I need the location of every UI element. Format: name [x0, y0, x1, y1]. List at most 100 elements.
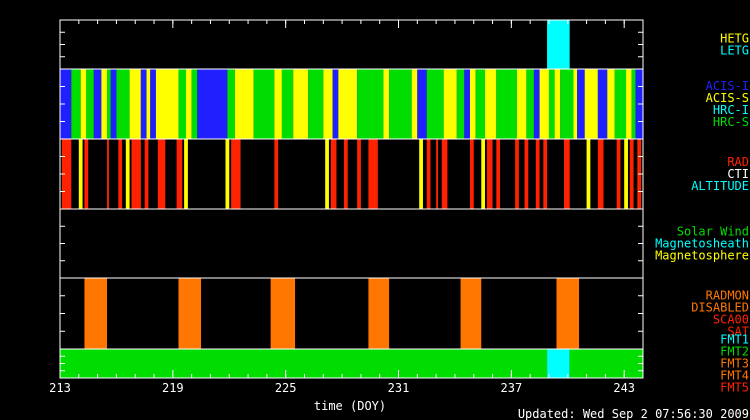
segment-radiation	[357, 139, 361, 209]
segment-instrument	[253, 69, 275, 139]
segment-instrument	[110, 69, 117, 139]
segment-radiation	[274, 139, 279, 209]
segment-instrument	[456, 69, 465, 139]
segment-instrument	[107, 69, 111, 139]
segment-radiation	[543, 139, 548, 209]
legend-entry: CTI	[727, 167, 749, 181]
segment-instrument	[150, 69, 156, 139]
legend-entry: FMT2	[720, 345, 749, 359]
segment-radiation	[176, 139, 183, 209]
segment-instrument	[383, 69, 390, 139]
segment-instrument	[584, 69, 598, 139]
segment-radiation	[535, 139, 540, 209]
panel-grating	[59, 19, 644, 70]
segment-radiation	[469, 139, 474, 209]
segment-radiation	[343, 139, 348, 209]
segment-instrument	[101, 69, 108, 139]
segment-radiation	[325, 139, 329, 209]
segment-instrument	[573, 69, 578, 139]
segment-format	[60, 349, 548, 378]
legend-entry: SAT	[727, 325, 749, 339]
segment-instrument	[140, 69, 147, 139]
segment-radiation	[624, 139, 628, 209]
segment-instrument	[293, 69, 309, 139]
segment-radmon	[368, 278, 390, 349]
segment-instrument	[539, 69, 549, 139]
panel-instrument	[59, 68, 644, 140]
segment-radiation	[231, 139, 241, 209]
legend-entry: SCA00	[713, 313, 749, 327]
legend-entry: Solar Wind	[677, 225, 749, 239]
segment-instrument	[597, 69, 608, 139]
panel-environment-background	[60, 209, 643, 278]
legend-entry: DISABLED	[691, 301, 749, 315]
x-axis: 213 219 225 231 237 243	[49, 20, 644, 395]
segment-radiation	[107, 139, 109, 209]
legend-entry: FMT4	[720, 369, 749, 383]
segment-instrument	[129, 69, 141, 139]
segment-instrument	[71, 69, 81, 139]
segment-instrument	[323, 69, 333, 139]
segment-radiation	[441, 139, 448, 209]
segment-instrument	[116, 69, 130, 139]
segment-radiation	[419, 139, 423, 209]
segment-instrument	[389, 69, 412, 139]
segment-instrument	[469, 69, 476, 139]
segment-radiation	[61, 139, 72, 209]
segment-radiation	[131, 139, 141, 209]
segment-radiation	[157, 139, 166, 209]
segment-instrument	[417, 69, 427, 139]
panel-environment	[59, 208, 644, 279]
segment-instrument	[607, 69, 615, 139]
segment-instrument	[308, 69, 324, 139]
segment-radiation	[125, 139, 130, 209]
segment-instrument	[338, 69, 358, 139]
segment-instrument	[626, 69, 632, 139]
segment-radiation	[486, 139, 493, 209]
segment-format	[547, 349, 570, 378]
segment-instrument	[146, 69, 151, 139]
segment-instrument	[234, 69, 254, 139]
segment-radiation	[368, 139, 378, 209]
segment-instrument	[443, 69, 457, 139]
legend-entry: FMT3	[720, 357, 749, 371]
segment-radmon	[460, 278, 482, 349]
segment-radiation	[144, 139, 149, 209]
segment-grating	[547, 20, 570, 69]
segment-instrument	[227, 69, 235, 139]
segment-instrument	[357, 69, 384, 139]
segment-instrument	[86, 69, 94, 139]
segment-instrument	[426, 69, 444, 139]
segment-radiation	[481, 139, 486, 209]
legend-entry: Magnetosheath	[655, 237, 749, 251]
segment-instrument	[496, 69, 517, 139]
legend-entry: HETG	[720, 32, 749, 46]
segment-instrument	[281, 69, 294, 139]
segment-radmon	[270, 278, 296, 349]
legend-entry: ALTITUDE	[691, 179, 749, 193]
updated-timestamp: Updated: Wed Sep 2 07:56:30 2009	[518, 407, 749, 420]
panel-grating-background	[60, 20, 643, 69]
panel-radmon-background	[60, 278, 643, 349]
segment-radiation	[436, 139, 439, 209]
segment-instrument	[93, 69, 102, 139]
segment-radiation	[616, 139, 621, 209]
segment-radiation	[597, 139, 604, 209]
segment-radiation	[515, 139, 519, 209]
legend-entry: FMT1	[720, 333, 749, 347]
segment-instrument	[614, 69, 627, 139]
legend-entry: HRC-I	[713, 103, 749, 117]
x-axis-label: time (DOY)	[314, 399, 386, 413]
segment-radiation	[586, 139, 591, 209]
segment-radiation	[426, 139, 431, 209]
segment-radiation	[184, 139, 188, 209]
segment-instrument	[191, 69, 198, 139]
segment-instrument	[274, 69, 282, 139]
x-tick-label: 213	[49, 381, 71, 395]
segment-radmon	[556, 278, 580, 349]
segment-instrument	[516, 69, 527, 139]
segment-instrument	[197, 69, 228, 139]
x-tick-label: 225	[275, 381, 297, 395]
